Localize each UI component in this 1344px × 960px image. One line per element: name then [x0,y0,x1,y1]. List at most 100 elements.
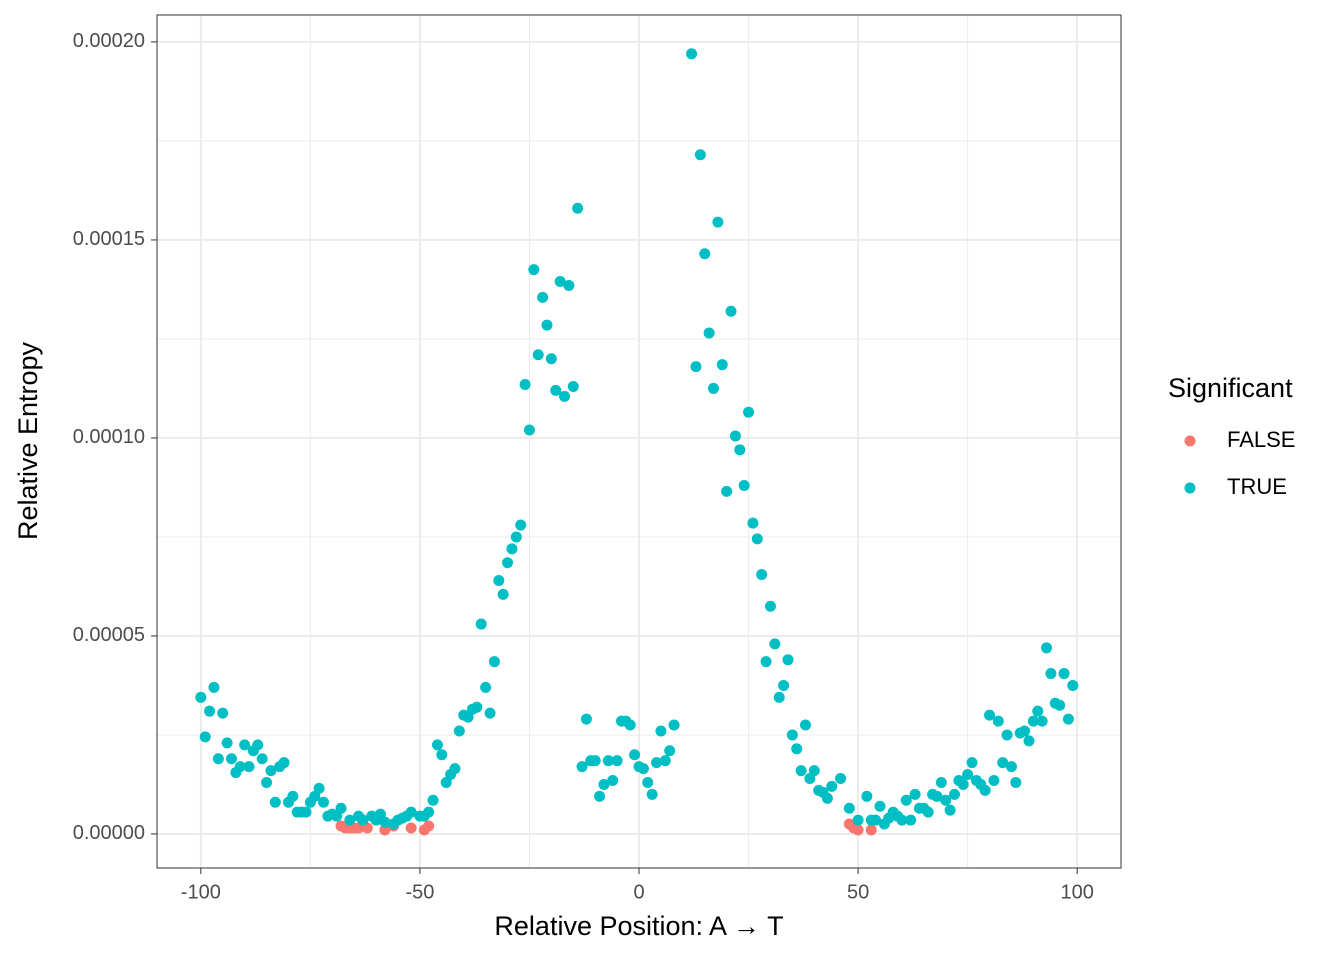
point [821,792,833,804]
legend-label: FALSE [1227,427,1295,452]
point [865,824,877,836]
y-tick-label: 0.00015 [73,228,145,250]
point [449,763,461,775]
point [475,618,487,630]
point [221,737,233,749]
point [729,430,741,442]
x-tick-label: -50 [405,881,434,903]
point [225,753,237,765]
point [528,264,540,276]
point [992,715,1004,727]
point [659,755,671,767]
point [567,380,579,392]
point [743,406,755,418]
legend-label: TRUE [1227,474,1287,499]
point [212,753,224,765]
point [243,761,255,773]
point [800,719,812,731]
point [379,824,391,836]
point [997,757,1009,769]
point [957,778,969,790]
point [519,378,531,390]
point [335,802,347,814]
y-tick-label: 0.00005 [73,624,145,646]
point [261,776,273,788]
point [773,691,785,703]
point [835,773,847,785]
point [629,749,641,761]
point [265,765,277,777]
point [721,485,733,497]
point [278,757,290,769]
point [931,790,943,802]
point [204,705,216,717]
point [764,600,776,612]
point [1045,668,1057,680]
point [664,745,676,757]
point [1032,705,1044,717]
point [808,765,820,777]
point [318,796,330,808]
point [239,739,251,751]
point [637,763,649,775]
point [922,806,934,818]
point [896,814,908,826]
point [405,806,417,818]
x-tick-label: 0 [633,881,644,903]
point [471,701,483,713]
point [357,814,369,826]
point [624,719,636,731]
point [532,349,544,361]
legend-marker [1184,482,1196,494]
point [488,656,500,668]
point [427,794,439,806]
point [217,707,229,719]
point [712,216,724,228]
y-tick-label: 0.00000 [73,822,145,844]
point [493,574,505,586]
point [423,806,435,818]
point [287,790,299,802]
point [725,305,737,317]
point [791,743,803,755]
point [944,804,956,816]
point [1058,668,1070,680]
point [523,424,535,436]
point [782,654,794,666]
point [537,291,549,303]
point [431,739,443,751]
point [651,757,663,769]
point [502,557,514,569]
point [962,769,974,781]
point [576,761,588,773]
point [436,749,448,761]
y-tick-label: 0.00020 [73,30,145,52]
point [1067,679,1079,691]
point [572,202,584,214]
point [734,444,746,456]
point [607,774,619,786]
x-tick-label: 100 [1060,881,1093,903]
point [826,780,838,792]
point [611,755,623,767]
point [506,543,518,555]
point [497,588,509,600]
point [905,814,917,826]
point [769,638,781,650]
point [300,806,312,818]
point [510,531,522,543]
point [269,796,281,808]
point [550,384,562,396]
point [979,784,991,796]
point [234,761,246,773]
point [515,519,527,531]
point [948,788,960,800]
point [594,790,606,802]
point [716,359,728,371]
point [747,517,759,529]
point [580,713,592,725]
point [1041,642,1053,654]
point [208,681,220,693]
point [589,755,601,767]
x-tick-label: -100 [181,881,221,903]
